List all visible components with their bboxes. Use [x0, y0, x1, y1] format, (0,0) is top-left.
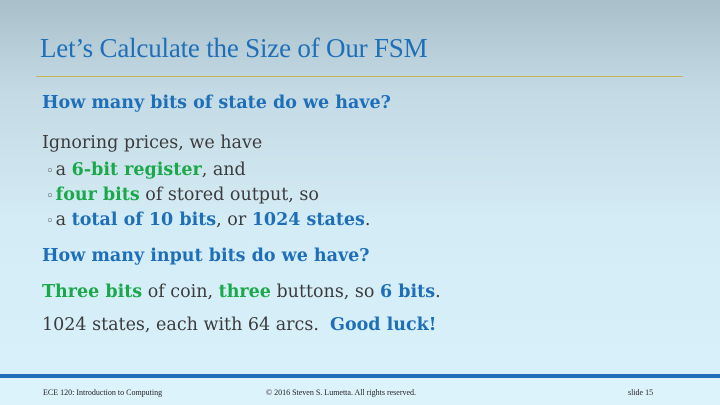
- bullet-icon: ◦: [46, 189, 54, 204]
- footer-background: [0, 378, 720, 405]
- slide-title: Let’s Calculate the Size of Our FSM: [40, 33, 428, 63]
- buttons-emphasis: three: [218, 282, 271, 302]
- six-bits-emphasis: 6 bits: [380, 282, 436, 302]
- states-emphasis: 1024 states: [251, 210, 365, 230]
- good-luck-emphasis: Good luck!: [330, 315, 437, 335]
- bullet-register: ◦ a 6-bit register, and: [42, 160, 246, 180]
- footer-course: ECE 120: Introduction to Computing: [43, 388, 163, 397]
- bullet-icon: ◦: [46, 214, 54, 229]
- bullet-post: of stored output, so: [139, 185, 319, 205]
- footer-rule: [0, 374, 720, 378]
- line-mid-2: buttons, so: [270, 282, 381, 302]
- footer-slide-number: slide 15: [628, 388, 654, 397]
- bullet-post: .: [364, 210, 371, 230]
- title-divider: [36, 76, 683, 77]
- intro-line: Ignoring prices, we have: [42, 133, 263, 153]
- question-state-bits: How many bits of state do we have?: [42, 93, 391, 113]
- bullet-pre: a: [55, 210, 72, 230]
- bullet-total: ◦ a total of 10 bits, or 1024 states.: [42, 210, 370, 230]
- arcs-line: 1024 states, each with 64 arcs. Good luc…: [42, 315, 436, 335]
- footer-copyright: © 2016 Steven S. Lumetta. All rights res…: [266, 388, 417, 397]
- register-emphasis: 6-bit register: [71, 160, 202, 180]
- line-mid-1: of coin,: [142, 282, 219, 302]
- bullet-icon: ◦: [46, 164, 54, 179]
- line-post: .: [435, 282, 441, 302]
- bullet-post: , and: [201, 160, 246, 180]
- input-bits-line: Three bits of coin, three buttons, so 6 …: [42, 282, 441, 302]
- total-bits-emphasis: total of 10 bits: [71, 210, 217, 230]
- arcs-text: 1024 states, each with 64 arcs.: [42, 315, 331, 335]
- coin-bits-emphasis: Three bits: [42, 282, 143, 302]
- question-input-bits: How many input bits do we have?: [42, 246, 370, 266]
- output-emphasis: four bits: [55, 185, 140, 205]
- bullet-mid: , or: [216, 210, 252, 230]
- bullet-pre: a: [55, 160, 72, 180]
- bullet-output-bits: ◦ four bits of stored output, so: [42, 185, 319, 205]
